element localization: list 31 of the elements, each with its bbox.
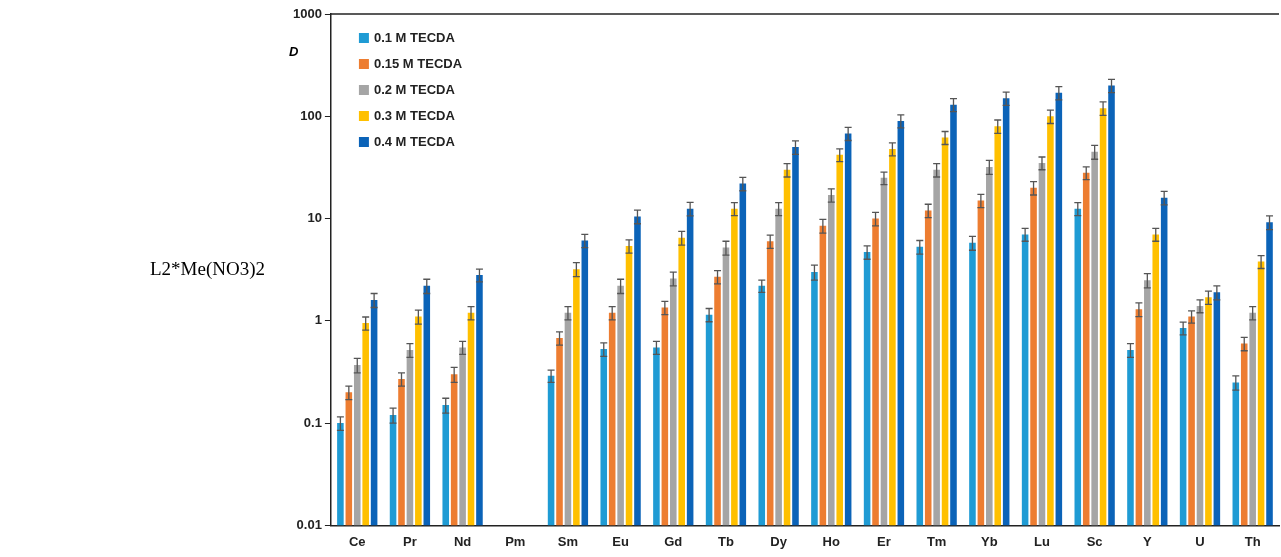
x-tick-label: Eu [612, 533, 629, 549]
x-tick-label: Sm [557, 533, 579, 549]
legend-label: 0.4 M TECDA [373, 133, 456, 149]
x-tick-label: Y [1142, 533, 1152, 549]
y-tick-label: 0.1 [303, 414, 322, 430]
x-tick-label: Ho [822, 533, 841, 549]
x-tick-label: Er [877, 533, 891, 549]
x-tick-label: Tm [926, 533, 947, 549]
legend-label: 0.3 M TECDA [373, 107, 456, 123]
x-tick-label: Lu [1034, 533, 1050, 549]
x-tick-label: Pm [505, 533, 526, 549]
x-tick-label: Ce [348, 533, 366, 549]
y-tick-label: 0.01 [296, 516, 322, 532]
y-axis-title: D [288, 43, 299, 59]
x-tick-label: Tb [718, 533, 734, 549]
text: L2*Me(NO3)2 [150, 258, 266, 280]
y-tick-label: 1000 [293, 5, 322, 21]
x-tick-label: Gd [664, 533, 683, 549]
x-tick-label: Yb [981, 533, 998, 549]
legend-label: 0.15 M TECDA [373, 55, 463, 71]
x-tick-label: Th [1244, 533, 1261, 549]
legend-label: 0.2 M TECDA [373, 81, 456, 97]
x-tick-label: U [1195, 533, 1205, 549]
x-tick-label: Sc [1086, 533, 1103, 549]
y-tick-label: 100 [300, 107, 322, 123]
x-tick-label: Dy [770, 533, 788, 549]
y-tick-label: 10 [307, 210, 322, 226]
x-tick-label: Pr [403, 533, 417, 549]
legend-label: 0.1 M TECDA [373, 29, 456, 45]
y-tick-label: 1 [314, 312, 322, 328]
x-tick-label: Nd [453, 533, 472, 549]
